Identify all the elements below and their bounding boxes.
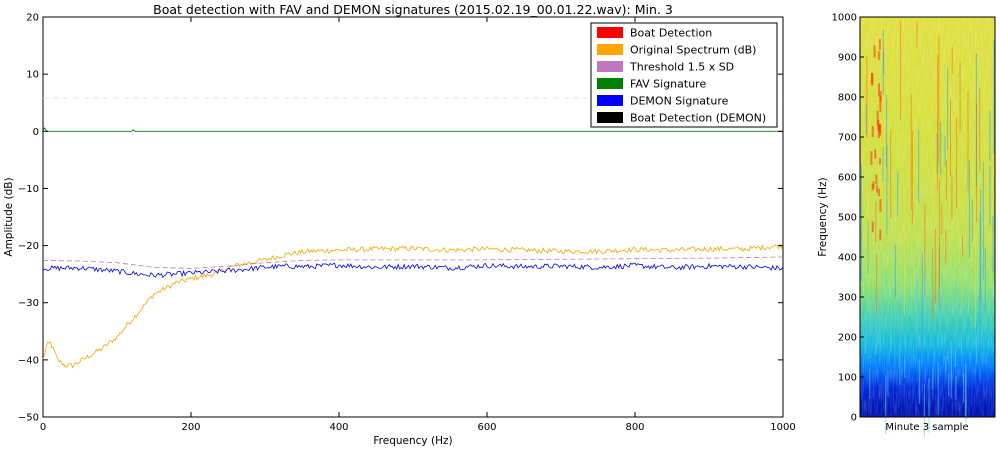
y-tick-label: −50 bbox=[18, 413, 39, 424]
legend-swatch bbox=[597, 95, 623, 106]
x-tick-label: 400 bbox=[329, 422, 348, 433]
y-tick-label: −20 bbox=[18, 241, 39, 252]
x-tick-label: 800 bbox=[625, 422, 644, 433]
legend-frame bbox=[590, 22, 778, 128]
legend-swatch bbox=[597, 61, 623, 72]
x-tick-label: 0 bbox=[40, 422, 46, 433]
y-tick-label: −10 bbox=[18, 184, 39, 195]
series-layer bbox=[42, 127, 784, 369]
y-tick-label: 10 bbox=[26, 70, 39, 81]
y-tick-label: 20 bbox=[26, 13, 39, 24]
y-tick-label: −30 bbox=[18, 298, 39, 309]
legend-swatch bbox=[597, 27, 623, 38]
legend-entry: DEMON Signature bbox=[630, 95, 729, 108]
x-tick-label: 200 bbox=[181, 422, 200, 433]
y-tick-label: −40 bbox=[18, 355, 39, 366]
series-line bbox=[42, 242, 784, 369]
y-axis-label: Amplitude (dB) bbox=[3, 177, 15, 256]
legend-entry: Boat Detection bbox=[630, 27, 712, 40]
series-line bbox=[42, 127, 783, 132]
x-axis-label: Frequency (Hz) bbox=[373, 435, 452, 447]
tick-layer: 0 200 400 600 800 1000 20 10 0 −10 −20 −30 −40 −50 bbox=[18, 13, 796, 434]
legend-entry: Boat Detection (DEMON) bbox=[630, 112, 766, 125]
x-tick-label: 600 bbox=[477, 422, 496, 433]
legend-entry: FAV Signature bbox=[630, 78, 706, 91]
x-tick-label: 1000 bbox=[770, 422, 795, 433]
legend-swatch bbox=[597, 112, 623, 123]
series-line bbox=[42, 262, 784, 279]
chart-title: Boat detection with FAV and DEMON signat… bbox=[153, 2, 673, 17]
legend-entry: Threshold 1.5 x SD bbox=[629, 61, 734, 74]
legend-swatch bbox=[597, 78, 623, 89]
legend-entry: Original Spectrum (dB) bbox=[630, 44, 756, 57]
legend-swatch bbox=[597, 44, 623, 55]
y-tick-label: 0 bbox=[33, 127, 39, 138]
legend: Boat Detection Original Spectrum (dB) Thre… bbox=[590, 22, 778, 128]
series-line bbox=[42, 256, 784, 269]
